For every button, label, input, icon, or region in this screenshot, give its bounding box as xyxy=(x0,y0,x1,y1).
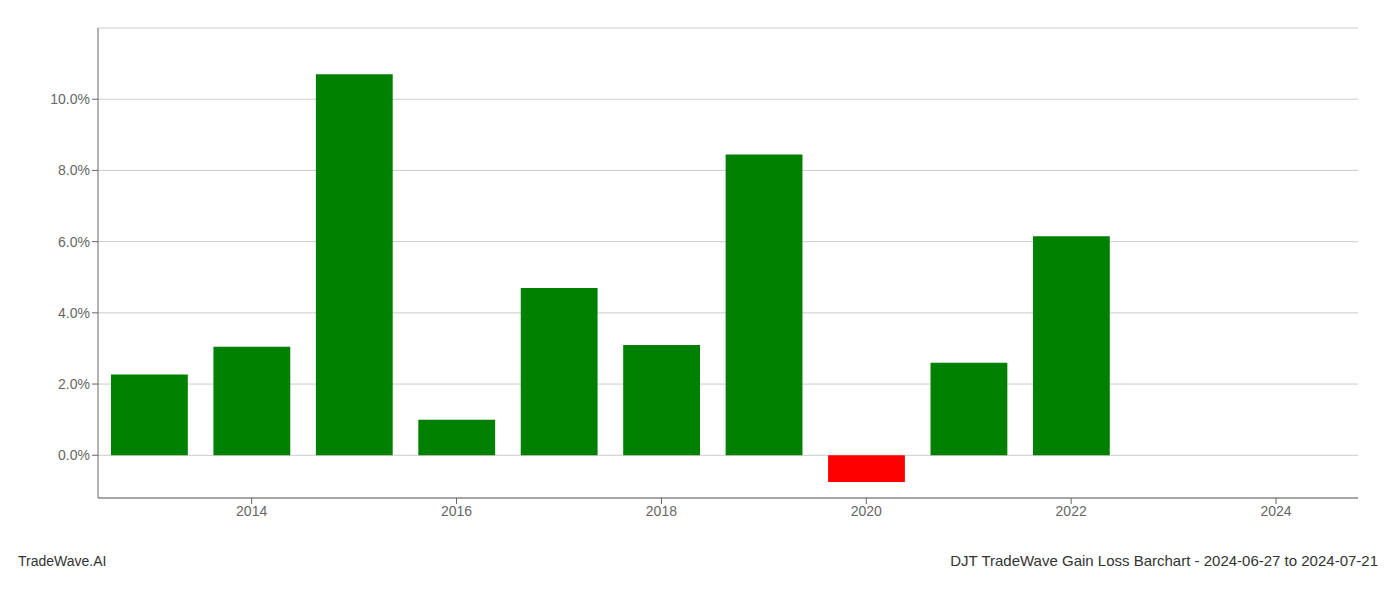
svg-text:8.0%: 8.0% xyxy=(58,162,90,178)
svg-text:0.0%: 0.0% xyxy=(58,447,90,463)
svg-text:6.0%: 6.0% xyxy=(58,234,90,250)
svg-text:2020: 2020 xyxy=(851,503,882,519)
svg-text:2024: 2024 xyxy=(1260,503,1291,519)
svg-text:10.0%: 10.0% xyxy=(50,91,90,107)
svg-text:4.0%: 4.0% xyxy=(58,305,90,321)
svg-text:2014: 2014 xyxy=(236,503,267,519)
svg-text:2.0%: 2.0% xyxy=(58,376,90,392)
svg-text:2022: 2022 xyxy=(1056,503,1087,519)
svg-text:2016: 2016 xyxy=(441,503,472,519)
html-text:TradeWave.AI: TradeWave.AI xyxy=(18,553,107,569)
svg-text:2018: 2018 xyxy=(646,503,677,519)
html-text:DJT TradeWave Gain Loss Barcha: DJT TradeWave Gain Loss Barchart - 2024-… xyxy=(950,552,1378,569)
